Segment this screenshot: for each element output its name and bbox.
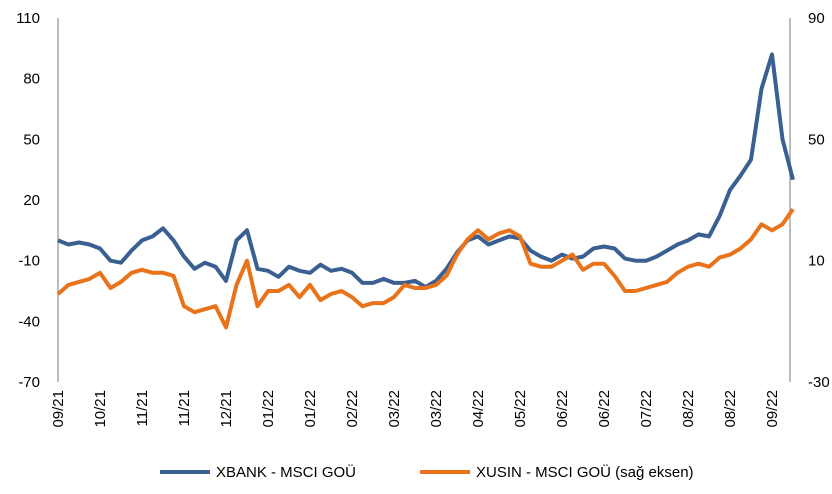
x-tick-label: 02/22: [344, 390, 361, 428]
x-tick-label: 12/21: [218, 390, 235, 428]
x-tick-label: 09/22: [764, 390, 781, 428]
x-tick-label: 11/21: [134, 390, 151, 426]
y-tick-label: -40: [18, 313, 40, 330]
y-tick-label: 80: [23, 71, 40, 88]
legend-label: XBANK - MSCI GOÜ: [216, 463, 356, 481]
y-tick-label: 20: [23, 192, 40, 209]
x-tick-label: 04/22: [470, 390, 487, 428]
y-tick-label: 50: [23, 131, 40, 148]
series-line: [57, 52, 795, 289]
x-tick-label: 10/21: [92, 390, 109, 428]
x-tick-label: 06/22: [554, 390, 571, 428]
y-tick-label: 110: [16, 10, 40, 27]
y-tick-label: -10: [18, 253, 40, 270]
x-tick-label: 01/22: [302, 390, 319, 428]
x-tick-label: 08/22: [722, 390, 739, 428]
legend-label: XUSIN - MSCI GOÜ (sağ eksen): [476, 463, 694, 481]
x-tick-label: 11/21: [176, 390, 193, 426]
x-tick-label: 06/22: [596, 390, 613, 428]
y2-tick-label: 90: [808, 10, 825, 27]
y2-tick-label: -30: [808, 374, 830, 391]
x-tick-label: 09/21: [50, 390, 67, 428]
x-tick-label: 03/22: [386, 390, 403, 428]
x-tick-label: 03/22: [428, 390, 445, 428]
y2-tick-label: 10: [808, 253, 825, 270]
x-tick-label: 08/22: [680, 390, 697, 428]
y-tick-label: -70: [18, 374, 40, 391]
x-tick-label: 07/22: [638, 390, 655, 428]
y2-tick-label: 50: [808, 131, 825, 148]
x-tick-label: 01/22: [260, 390, 277, 428]
series-line: [56, 207, 795, 330]
x-tick-label: 05/22: [512, 390, 529, 428]
